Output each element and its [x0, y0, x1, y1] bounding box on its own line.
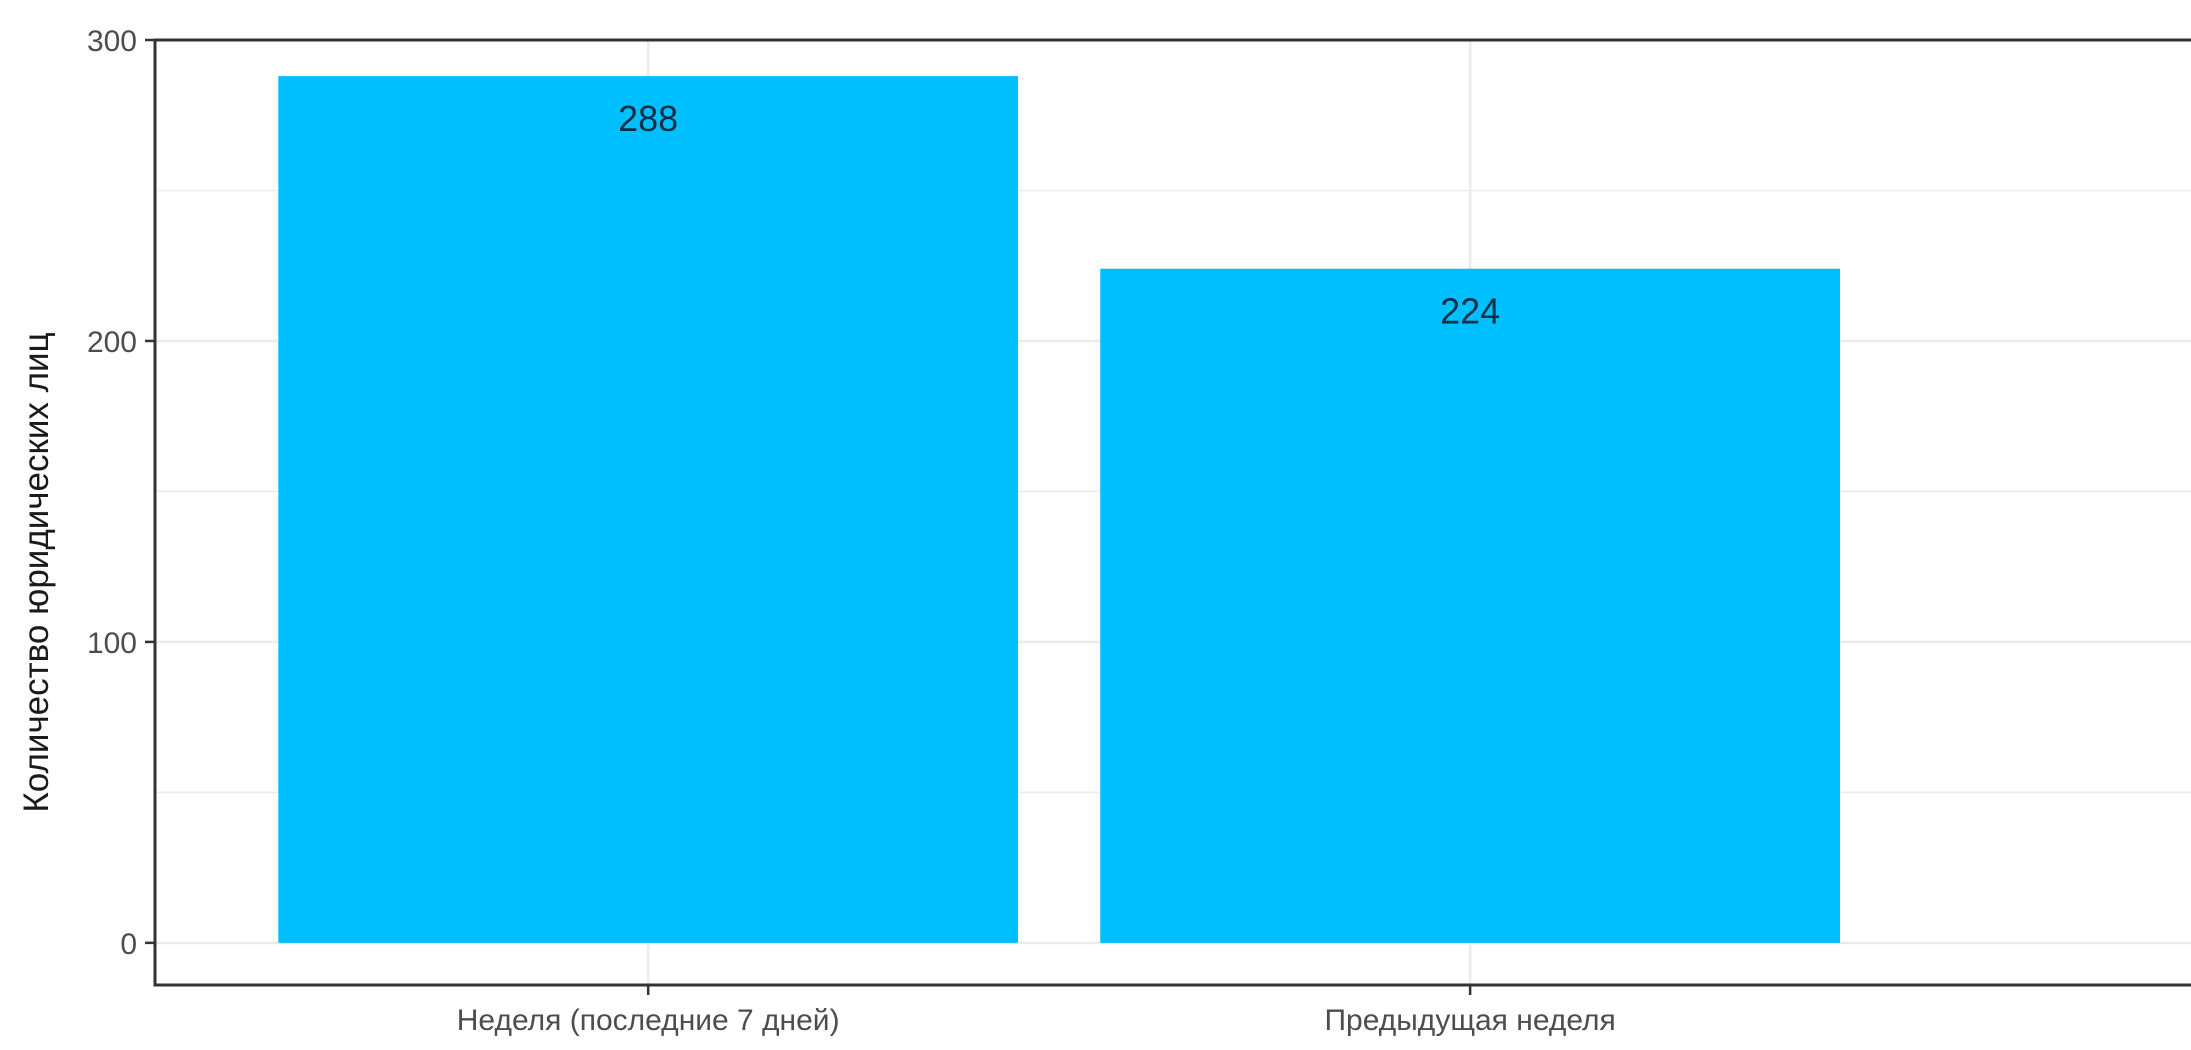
bar: [278, 76, 1019, 943]
bars: [278, 76, 1841, 943]
y-tick-label: 100: [87, 627, 137, 660]
y-axis-title: Количество юридических лиц: [17, 332, 56, 812]
axes: 0 100 200 300 Неделя (последние 7 дней) Преды…: [87, 25, 2191, 1037]
panel-border: [153, 38, 2191, 987]
y-tick-label: 200: [87, 326, 137, 359]
x-tick-label: Неделя (последние 7 дней): [457, 1004, 840, 1037]
data-labels: 288 224: [618, 98, 1500, 332]
bar-data-label: 224: [1440, 291, 1500, 332]
bar-data-label: 288: [618, 98, 678, 139]
y-tick-label: 300: [87, 25, 137, 58]
bar: [1100, 268, 1841, 943]
x-tick-label: Предыдущая неделя: [1324, 1004, 1615, 1037]
y-tick-label: 0: [120, 928, 137, 961]
